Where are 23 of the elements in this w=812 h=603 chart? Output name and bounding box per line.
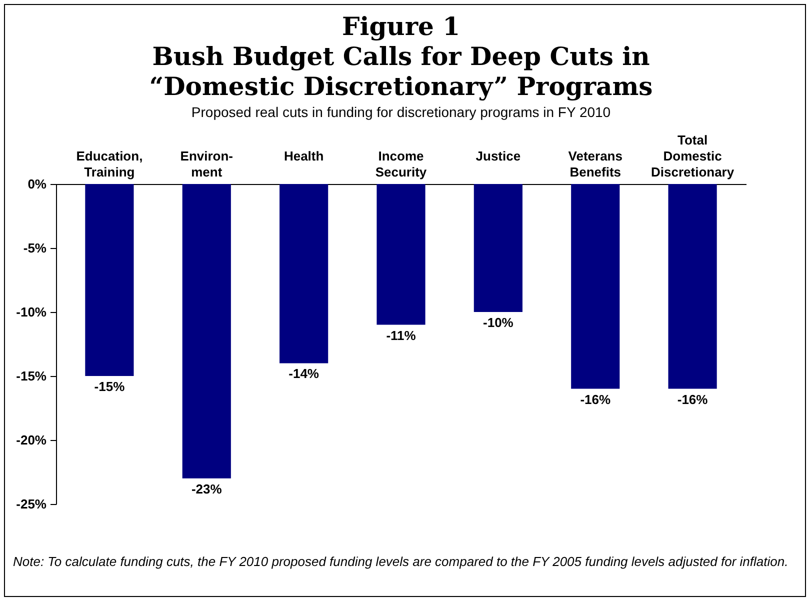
y-tick-label: -25% [16,496,47,512]
x-tick-label: Health [284,148,324,164]
text: Note: To calculate funding cuts, the FY 2010 proposed funding levels are compared to the FY 2005 funding levels adjusted for inflation. [13,553,790,570]
x-tick-label: Education, Training [76,148,143,180]
chart-title: Figure 1 Bush Budget Calls for Deep Cuts in “Domestic Discretionary” Programs [149,12,653,101]
data-label: -10% [483,315,514,330]
y-tick-label: -5% [23,240,47,256]
data-label: -16% [580,392,611,407]
chart-subtitle: Proposed real cuts in funding for discretionary programs in FY 2010 [191,104,611,120]
y-tick-label: 0% [28,176,47,192]
x-tick-label: Veterans Benefits [568,148,622,180]
data-label: -11% [386,328,416,343]
y-tick-label: -20% [16,432,47,448]
data-label: -16% [677,392,708,407]
y-tick-label: -15% [16,368,47,384]
y-tick-label: -10% [16,304,47,320]
x-tick-label: Total Domestic Discretionary [651,132,735,180]
data-label: -15% [94,379,126,394]
data-label: -14% [288,366,320,382]
x-tick-label: Environ- ment [180,148,233,180]
x-tick-label: Justice [476,148,521,164]
data-label: -23% [191,481,222,496]
x-tick-label: Income Security [375,148,428,180]
